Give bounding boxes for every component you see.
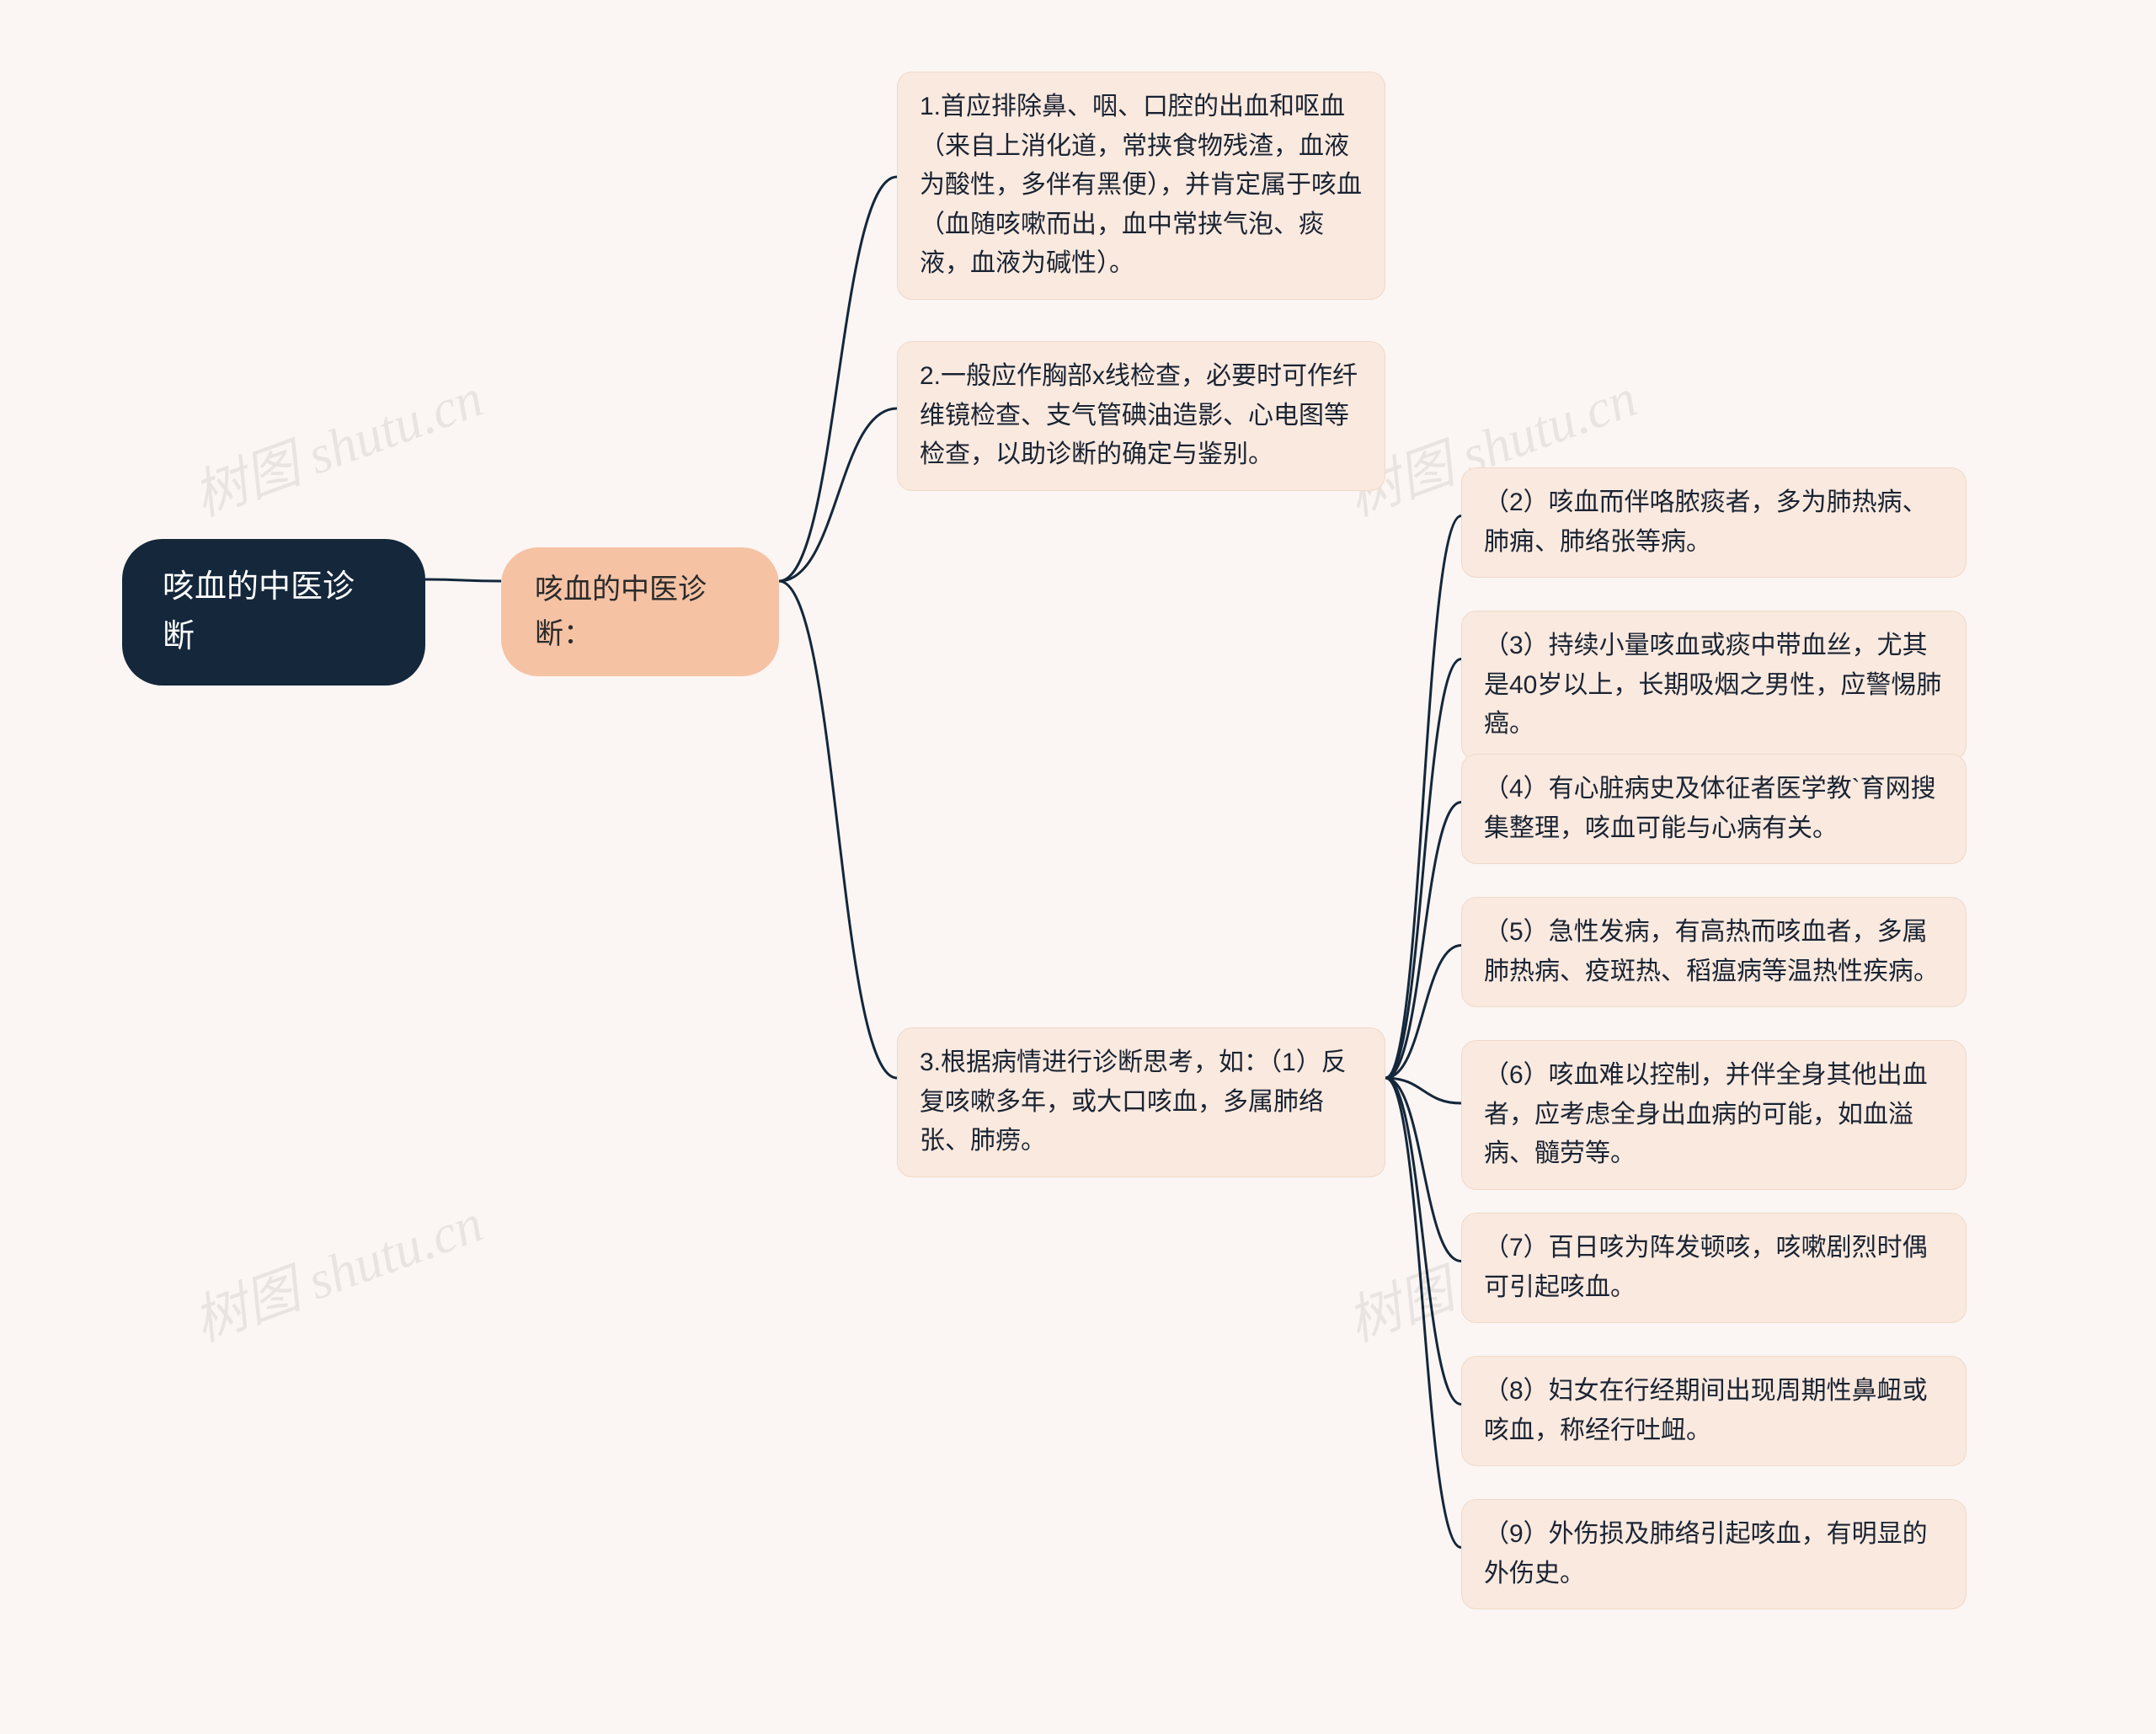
mindmap-node-case5[interactable]: （5）急性发病，有高热而咳血者，多属肺热病、疫斑热、稻瘟病等温热性疾病。 <box>1461 897 1967 1007</box>
mindmap-node-case4[interactable]: （4）有心脏病史及体征者医学教`育网搜集整理，咳血可能与心病有关。 <box>1461 754 1967 864</box>
watermark: 树图 shutu.cn <box>181 355 492 531</box>
mindmap-node-case2[interactable]: （2）咳血而伴咯脓痰者，多为肺热病、肺痈、肺络张等病。 <box>1461 467 1967 578</box>
mindmap-root[interactable]: 咳血的中医诊断 <box>122 539 425 686</box>
mindmap-node-step2[interactable]: 2.一般应作胸部x线检查，必要时可作纤维镜检查、支气管碘油造影、心电图等检查，以… <box>897 341 1385 491</box>
mindmap-node-case8[interactable]: （8）妇女在行经期间出现周期性鼻衄或咳血，称经行吐衄。 <box>1461 1356 1967 1466</box>
mindmap-node-case6[interactable]: （6）咳血难以控制，并伴全身其他出血者，应考虑全身出血病的可能，如血溢病、髓劳等… <box>1461 1040 1967 1190</box>
mindmap-node-step1[interactable]: 1.首应排除鼻、咽、口腔的出血和呕血（来自上消化道，常挟食物残渣，血液为酸性，多… <box>897 72 1385 300</box>
mindmap-branch-diagnosis[interactable]: 咳血的中医诊断： <box>501 547 779 676</box>
mindmap-node-case3[interactable]: （3）持续小量咳血或痰中带血丝，尤其是40岁以上，长期吸烟之男性，应警惕肺癌。 <box>1461 611 1967 760</box>
mindmap-node-case9[interactable]: （9）外伤损及肺络引起咳血，有明显的外伤史。 <box>1461 1499 1967 1609</box>
mindmap-node-step3[interactable]: 3.根据病情进行诊断思考，如：（1）反复咳嗽多年，或大口咳血，多属肺络张、肺痨。 <box>897 1027 1385 1177</box>
watermark: 树图 shutu.cn <box>181 1180 492 1356</box>
mindmap-node-case7[interactable]: （7）百日咳为阵发顿咳，咳嗽剧烈时偶可引起咳血。 <box>1461 1213 1967 1323</box>
